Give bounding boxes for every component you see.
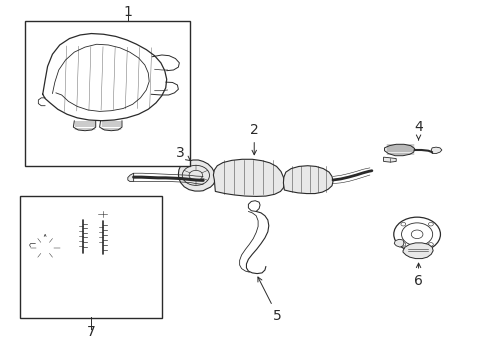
Polygon shape <box>402 243 432 258</box>
Text: 4: 4 <box>413 120 422 140</box>
Text: 1: 1 <box>123 5 132 19</box>
Polygon shape <box>384 144 414 156</box>
Text: 7: 7 <box>86 325 95 339</box>
Text: 2: 2 <box>249 123 258 155</box>
Text: 3: 3 <box>176 146 190 161</box>
Polygon shape <box>178 160 215 191</box>
Polygon shape <box>430 147 441 154</box>
Text: 6: 6 <box>413 263 422 288</box>
Bar <box>20 196 162 318</box>
Polygon shape <box>383 157 395 162</box>
Polygon shape <box>127 173 133 181</box>
Polygon shape <box>283 166 332 194</box>
Text: 5: 5 <box>257 277 282 323</box>
Bar <box>25 21 190 166</box>
Polygon shape <box>213 159 284 197</box>
Polygon shape <box>393 239 403 247</box>
